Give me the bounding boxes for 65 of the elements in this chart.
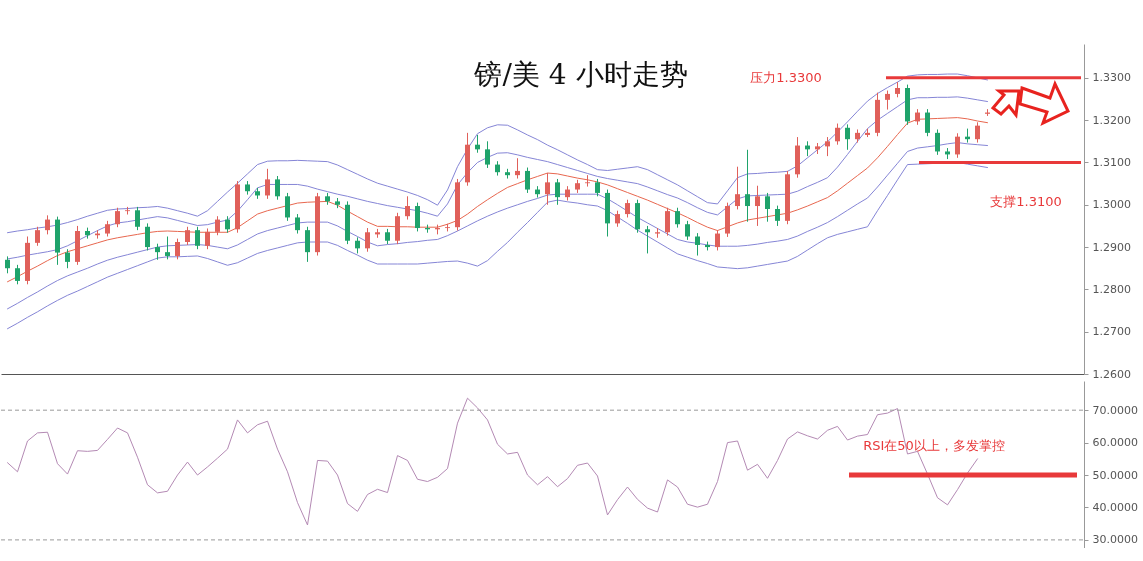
y-tick-label: 1.3200 (1092, 113, 1131, 127)
ref-line-label: 支撑1.3100 (990, 194, 1062, 210)
candlestick (305, 226, 310, 263)
candlestick (205, 227, 210, 250)
y-tick-label: 30.0000 (1092, 533, 1138, 547)
candlestick (885, 90, 890, 111)
candlestick (145, 222, 150, 251)
candlestick (685, 220, 690, 241)
candlestick (525, 167, 530, 194)
candlestick (195, 226, 200, 250)
text: 镑/美 4 小时走势 (473, 58, 688, 91)
candlestick (165, 236, 170, 260)
candlestick (585, 174, 590, 188)
candlestick (115, 207, 120, 228)
ref-line-label: 压力1.3300 (750, 69, 822, 85)
y-tick-label: 50.0000 (1092, 468, 1138, 482)
candlestick (935, 128, 940, 156)
y-tick-label: 1.2700 (1092, 325, 1131, 339)
candlestick (35, 226, 40, 247)
candlestick (745, 149, 750, 223)
candlestick (365, 227, 370, 253)
candlestick (825, 136, 830, 157)
candlestick (645, 225, 650, 254)
y-tick-label: 60.0000 (1092, 436, 1138, 450)
candlestick (135, 206, 140, 231)
candlestick (415, 202, 420, 232)
line-series (7, 161, 988, 330)
candlestick (765, 192, 770, 223)
y-tick-label: 1.2600 (1092, 367, 1131, 381)
candlestick (175, 238, 180, 260)
candlestick (735, 166, 740, 210)
candlestick (925, 108, 930, 137)
y-tick-label: 1.3100 (1092, 155, 1131, 169)
candlestick (285, 192, 290, 222)
candlestick (835, 123, 840, 146)
candlestick (485, 140, 490, 169)
candlestick (45, 214, 50, 235)
candlestick (715, 229, 720, 251)
candlestick (265, 168, 270, 200)
candlestick (185, 226, 190, 246)
line-series (7, 397, 978, 526)
candlestick (545, 172, 550, 206)
candlestick (695, 232, 700, 257)
candlestick (215, 215, 220, 236)
candlestick (845, 123, 850, 151)
candlestick (275, 175, 280, 201)
candlestick (515, 157, 520, 180)
candlestick (405, 195, 410, 221)
candlestick (665, 207, 670, 237)
candlestick (775, 205, 780, 227)
candlestick (955, 132, 960, 159)
y-tick-label: 1.3300 (1092, 71, 1131, 85)
candlestick (975, 121, 980, 144)
candlestick (15, 264, 20, 285)
candlestick (755, 185, 760, 227)
candlestick (555, 178, 560, 206)
y-tick-label: 1.3000 (1092, 198, 1131, 212)
candlestick (295, 213, 300, 235)
candlestick (675, 207, 680, 229)
ref-line-label: RSI在50以上，多发掌控 (863, 438, 1005, 454)
candlestick (65, 248, 70, 269)
y-tick-label: 1.2800 (1092, 282, 1131, 296)
y-tick-label: 1.2900 (1092, 240, 1131, 254)
y-tick-label: 40.0000 (1092, 500, 1138, 514)
y-tick-label: 70.0000 (1092, 403, 1138, 417)
